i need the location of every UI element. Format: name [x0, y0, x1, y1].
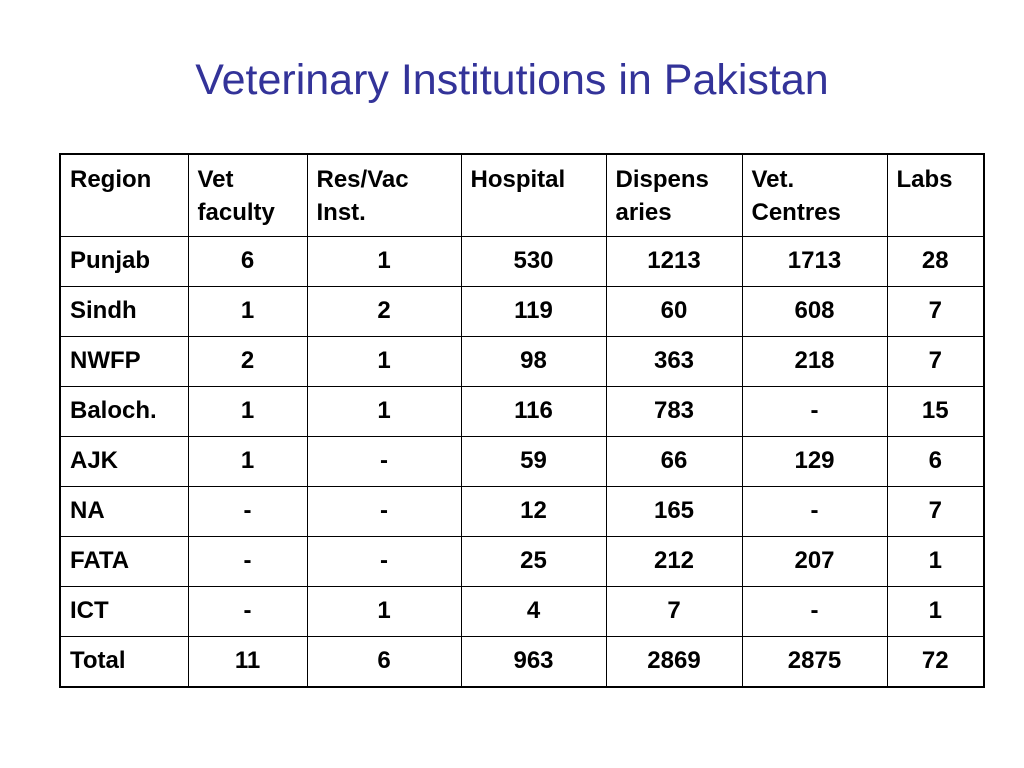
labs-cell: 7: [886, 285, 985, 337]
region-cell: NWFP: [59, 335, 189, 387]
hospital-cell: 25: [460, 535, 607, 587]
dispensaries-cell: 1213: [605, 235, 743, 287]
res-vac-inst-cell: 1: [306, 335, 462, 387]
hospital-cell: 119: [460, 285, 607, 337]
vet-centres-cell: 608: [741, 285, 888, 337]
header-region: Region: [59, 153, 189, 237]
table-row: FATA - - 25 212 207 1: [59, 535, 985, 587]
table-row: Baloch. 1 1 116 783 - 15: [59, 385, 985, 437]
res-vac-inst-cell: 2: [306, 285, 462, 337]
vet-centres-cell: 207: [741, 535, 888, 587]
hospital-cell: 4: [460, 585, 607, 637]
table-row: Sindh 1 2 119 60 608 7: [59, 285, 985, 337]
region-cell: Sindh: [59, 285, 189, 337]
hospital-cell: 116: [460, 385, 607, 437]
hospital-cell: 12: [460, 485, 607, 537]
hospital-cell: 59: [460, 435, 607, 487]
region-cell: Baloch.: [59, 385, 189, 437]
dispensaries-cell: 7: [605, 585, 743, 637]
vet-faculty-cell: -: [187, 585, 308, 637]
hospital-cell: 530: [460, 235, 607, 287]
table-body: Punjab 6 1 530 1213 1713 28 Sindh 1 2 11…: [59, 235, 985, 687]
header-row: Region Vet faculty Res/Vac Inst. Hospita…: [59, 153, 985, 237]
vet-faculty-cell: 1: [187, 435, 308, 487]
dispensaries-cell: 60: [605, 285, 743, 337]
header-dispensaries: Dispens aries: [605, 153, 743, 237]
vet-faculty-cell: 6: [187, 235, 308, 287]
vet-faculty-cell: 1: [187, 385, 308, 437]
header-vet-faculty: Vet faculty: [187, 153, 308, 237]
labs-cell: 72: [886, 635, 985, 687]
vet-centres-cell: 129: [741, 435, 888, 487]
res-vac-inst-cell: -: [306, 435, 462, 487]
header-labs: Labs: [886, 153, 985, 237]
res-vac-inst-cell: -: [306, 485, 462, 537]
res-vac-inst-cell: 6: [306, 635, 462, 687]
hospital-cell: 98: [460, 335, 607, 387]
res-vac-inst-cell: 1: [306, 235, 462, 287]
region-cell: AJK: [59, 435, 189, 487]
vet-centres-cell: -: [741, 485, 888, 537]
region-cell: Total: [59, 635, 189, 687]
labs-cell: 1: [886, 585, 985, 637]
dispensaries-cell: 66: [605, 435, 743, 487]
labs-cell: 1: [886, 535, 985, 587]
table-row: ICT - 1 4 7 - 1: [59, 585, 985, 637]
header-vet-centres: Vet. Centres: [741, 153, 888, 237]
institutions-table: Region Vet faculty Res/Vac Inst. Hospita…: [59, 153, 985, 688]
vet-centres-cell: 218: [741, 335, 888, 387]
vet-faculty-cell: 2: [187, 335, 308, 387]
res-vac-inst-cell: 1: [306, 385, 462, 437]
table-row: AJK 1 - 59 66 129 6: [59, 435, 985, 487]
vet-centres-cell: -: [741, 385, 888, 437]
table-row: Punjab 6 1 530 1213 1713 28: [59, 235, 985, 287]
dispensaries-cell: 2869: [605, 635, 743, 687]
hospital-cell: 963: [460, 635, 607, 687]
dispensaries-cell: 783: [605, 385, 743, 437]
res-vac-inst-cell: -: [306, 535, 462, 587]
header-res-vac-inst: Res/Vac Inst.: [306, 153, 462, 237]
table-row: NWFP 2 1 98 363 218 7: [59, 335, 985, 387]
region-cell: NA: [59, 485, 189, 537]
header-hospital: Hospital: [460, 153, 607, 237]
vet-faculty-cell: -: [187, 485, 308, 537]
dispensaries-cell: 165: [605, 485, 743, 537]
labs-cell: 28: [886, 235, 985, 287]
table-row-total: Total 11 6 963 2869 2875 72: [59, 635, 985, 687]
labs-cell: 6: [886, 435, 985, 487]
labs-cell: 7: [886, 335, 985, 387]
region-cell: Punjab: [59, 235, 189, 287]
labs-cell: 7: [886, 485, 985, 537]
region-cell: FATA: [59, 535, 189, 587]
vet-faculty-cell: -: [187, 535, 308, 587]
region-cell: ICT: [59, 585, 189, 637]
vet-faculty-cell: 1: [187, 285, 308, 337]
table-header: Region Vet faculty Res/Vac Inst. Hospita…: [59, 153, 985, 237]
vet-centres-cell: 1713: [741, 235, 888, 287]
table-row: NA - - 12 165 - 7: [59, 485, 985, 537]
dispensaries-cell: 363: [605, 335, 743, 387]
vet-centres-cell: 2875: [741, 635, 888, 687]
vet-centres-cell: -: [741, 585, 888, 637]
vet-faculty-cell: 11: [187, 635, 308, 687]
res-vac-inst-cell: 1: [306, 585, 462, 637]
labs-cell: 15: [886, 385, 985, 437]
slide-title: Veterinary Institutions in Pakistan: [195, 56, 829, 104]
dispensaries-cell: 212: [605, 535, 743, 587]
